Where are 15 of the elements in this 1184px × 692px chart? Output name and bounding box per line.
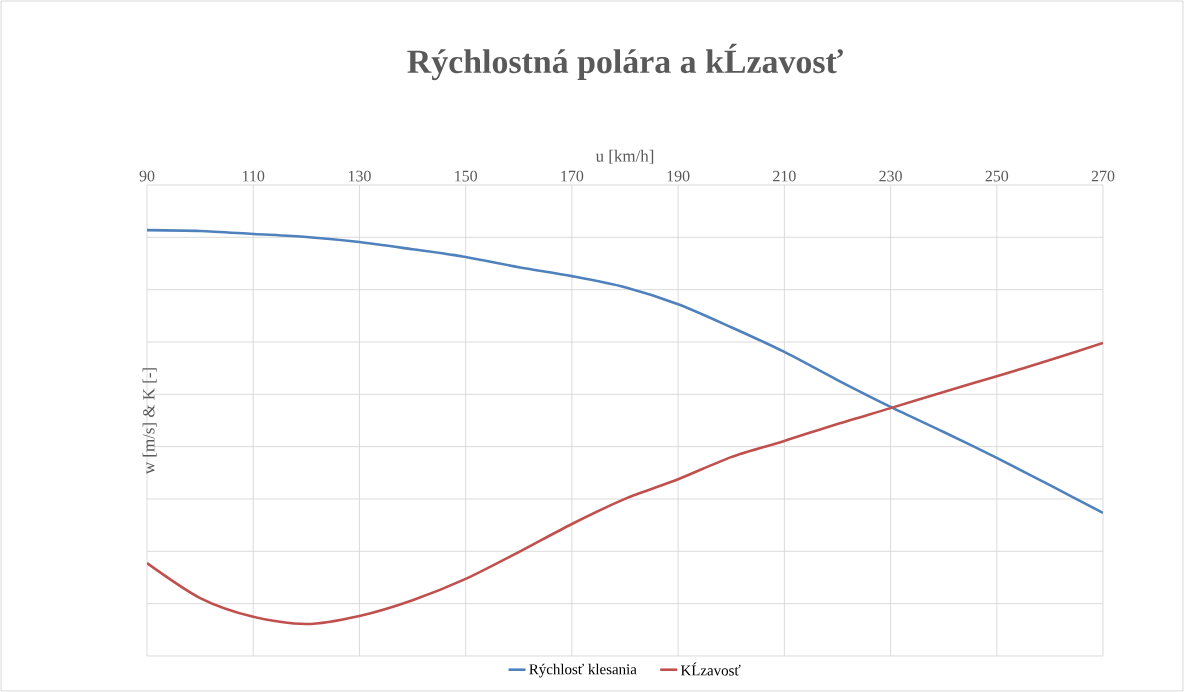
x-axis-title: u [km/h] (595, 149, 654, 164)
x-tick-label: 230 (879, 170, 902, 182)
x-tick-label: 270 (1091, 170, 1115, 182)
x-tick-label: 170 (561, 170, 584, 182)
x-tick-label: 250 (985, 170, 1009, 182)
x-tick-label: 110 (242, 170, 265, 182)
y-axis-title: w [m/s] & K [-] (142, 368, 157, 475)
x-tick-label: 130 (348, 170, 371, 182)
chart-title: Rýchlostná polára a kĹzavosť (407, 43, 843, 81)
x-tick-label: 90 (139, 170, 155, 182)
x-tick-label: 150 (455, 170, 478, 182)
legend-label: KĹzavosť (680, 662, 741, 676)
x-tick-label: 190 (667, 170, 690, 182)
x-tick-label: 210 (773, 170, 796, 182)
legend-label: Rýchlosť klesania (529, 663, 637, 678)
